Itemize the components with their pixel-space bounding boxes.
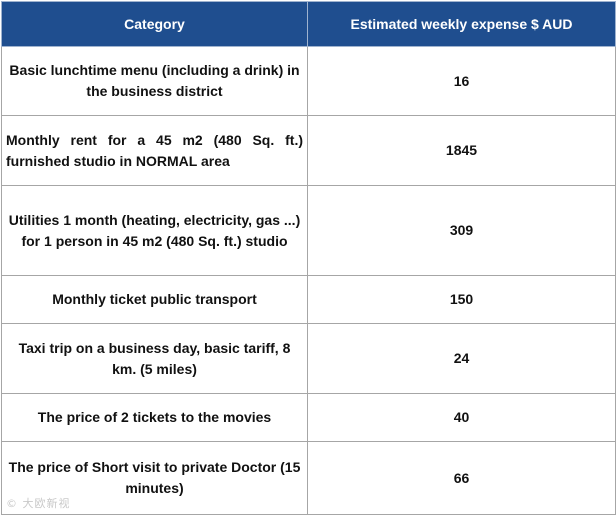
row-category: The price of Short visit to private Doct…	[1, 441, 308, 515]
row-value: 40	[307, 393, 616, 442]
row-value: 309	[307, 185, 616, 276]
row-category: Monthly ticket public transport	[1, 275, 308, 324]
row-category: The price of 2 tickets to the movies	[1, 393, 308, 442]
table-row: The price of 2 tickets to the movies 40	[1, 393, 616, 442]
row-category: Basic lunchtime menu (including a drink)…	[1, 46, 308, 116]
header-category: Category	[1, 1, 308, 47]
table-row: Basic lunchtime menu (including a drink)…	[1, 46, 616, 116]
row-value: 150	[307, 275, 616, 324]
header-expense: Estimated weekly expense $ AUD	[307, 1, 616, 47]
row-category: Utilities 1 month (heating, electricity,…	[1, 185, 308, 276]
row-category: Monthly rent for a 45 m2 (480 Sq. ft.) f…	[1, 115, 308, 186]
table-header-row: Category Estimated weekly expense $ AUD	[1, 1, 616, 47]
table-row: Monthly rent for a 45 m2 (480 Sq. ft.) f…	[1, 115, 616, 186]
table-row: Monthly ticket public transport 150	[1, 275, 616, 324]
row-value: 24	[307, 323, 616, 394]
table-row: The price of Short visit to private Doct…	[1, 441, 616, 515]
row-value: 1845	[307, 115, 616, 186]
row-value: 16	[307, 46, 616, 116]
row-value: 66	[307, 441, 616, 515]
watermark: © 大欧新视	[6, 497, 71, 510]
table-row: Utilities 1 month (heating, electricity,…	[1, 185, 616, 276]
table-row: Taxi trip on a business day, basic tarif…	[1, 323, 616, 394]
row-category: Taxi trip on a business day, basic tarif…	[1, 323, 308, 394]
